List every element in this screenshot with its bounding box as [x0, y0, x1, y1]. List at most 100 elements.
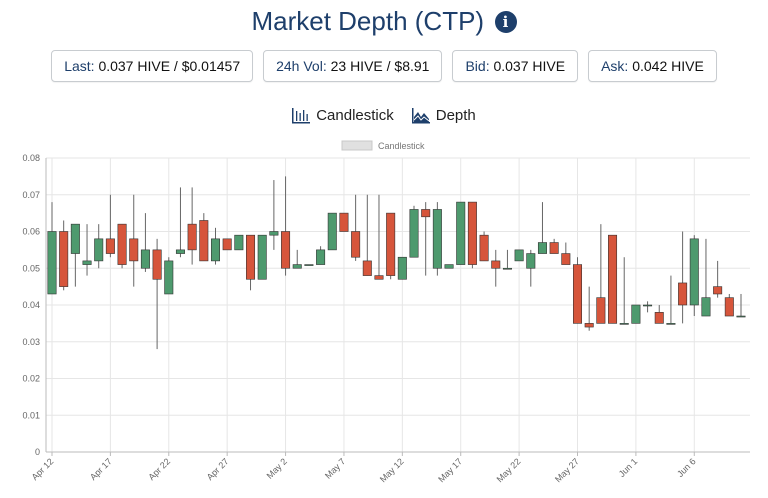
candles: [47, 176, 746, 350]
candle-body: [386, 212, 396, 276]
x-tick-label: Apr 27: [205, 456, 231, 482]
x-axis: Apr 12 Apr 17 Apr 22 Apr 27 May 2 May 7 May 12…: [30, 451, 750, 484]
candle-body: [514, 249, 524, 262]
candle-body: [549, 242, 559, 254]
candle-body: [199, 220, 209, 262]
x-tick-label: May 22: [495, 456, 523, 484]
candle-body: [596, 297, 606, 324]
info-circle-icon[interactable]: i: [494, 10, 517, 33]
candle-body: [339, 212, 349, 232]
candle-body: [701, 297, 711, 317]
candle-body: [502, 267, 512, 270]
candle-body: [234, 234, 244, 251]
candle-body: [678, 282, 688, 306]
candle-body: [304, 264, 314, 266]
candle-body: [257, 234, 267, 280]
candle-body: [105, 238, 115, 254]
y-tick-label: 0.08: [22, 153, 40, 163]
candle-body: [561, 253, 571, 265]
candle-body: [117, 223, 127, 265]
page-title: Market Depth (CTP): [251, 6, 485, 36]
candle-body: [175, 249, 185, 254]
y-tick-label: 0.06: [22, 227, 40, 237]
candle-body: [59, 231, 69, 287]
candle-body: [281, 231, 291, 269]
candle-body: [374, 275, 384, 280]
y-tick-label: 0.07: [22, 190, 40, 200]
legend-label: Candlestick: [378, 141, 425, 151]
candle-body: [666, 323, 676, 325]
candle-body: [409, 209, 419, 258]
x-tick-label: Jun 6: [675, 456, 698, 479]
candle-body: [584, 323, 594, 328]
stat-last: Last: 0.037 HIVE / $0.01457: [51, 50, 254, 82]
candle-body: [526, 253, 536, 269]
candle-body: [164, 260, 174, 295]
stat-ask: Ask: 0.042 HIVE: [588, 50, 717, 82]
candle-body: [397, 256, 407, 280]
candle-body: [479, 234, 489, 262]
x-tick-label: Apr 22: [146, 456, 172, 482]
candle-body: [292, 264, 302, 269]
y-tick-label: 0.03: [22, 337, 40, 347]
y-tick-label: 0.05: [22, 263, 40, 273]
stat-volume-value: 23 HIVE / $8.91: [330, 58, 430, 74]
x-tick-label: May 2: [265, 456, 289, 480]
candle-body: [351, 231, 361, 258]
title-row: Market Depth (CTP) i: [0, 6, 768, 37]
stat-last-value: 0.037 HIVE / $0.01457: [98, 58, 241, 74]
tab-depth[interactable]: Depth: [411, 107, 476, 124]
candle-body: [129, 238, 139, 262]
candle-body: [432, 209, 442, 269]
candle-body: [269, 231, 279, 236]
stat-last-label: Last:: [64, 58, 95, 74]
candlestick-chart-icon: [292, 107, 311, 123]
tab-candlestick[interactable]: Candlestick: [292, 107, 394, 124]
candle-body: [467, 201, 477, 265]
stat-ask-value: 0.042 HIVE: [632, 58, 704, 74]
candle-body: [608, 234, 618, 324]
y-tick-label: 0.04: [22, 300, 40, 310]
candle-body: [572, 264, 583, 324]
candle-body: [316, 249, 326, 265]
candle-body: [444, 264, 454, 269]
stat-24h-volume: 24h Vol: 23 HIVE / $8.91: [263, 50, 443, 82]
tab-depth-label: Depth: [435, 107, 476, 124]
candle-body: [619, 323, 629, 325]
candle-body: [94, 238, 104, 262]
candle-body: [491, 260, 501, 269]
tab-candlestick-label: Candlestick: [316, 107, 394, 124]
x-tick-label: May 12: [378, 456, 406, 484]
y-tick-label: 0: [35, 447, 40, 457]
stat-bid: Bid: 0.037 HIVE: [452, 50, 579, 82]
x-tick-label: May 27: [553, 456, 581, 484]
chart-legend[interactable]: Candlestick: [341, 140, 425, 151]
depth-chart-icon: [411, 107, 430, 123]
candle-body: [222, 238, 232, 251]
candle-body: [47, 231, 57, 295]
candle-body: [643, 304, 653, 307]
x-tick-label: May 17: [436, 456, 464, 484]
candle-body: [456, 201, 466, 265]
candle-body: [689, 238, 699, 306]
stat-bid-label: Bid:: [465, 58, 490, 74]
candle-body: [152, 249, 162, 280]
candle-body: [362, 260, 372, 276]
candle-body: [82, 260, 92, 265]
y-axis: 0 0.01 0.02 0.03 0.04 0.05 0.06 0.07 0.08: [22, 153, 47, 457]
x-tick-label: Jun 1: [617, 456, 640, 479]
y-tick-label: 0.02: [22, 374, 40, 384]
candle-body: [537, 242, 547, 254]
candle-body: [724, 297, 734, 317]
candle-body: [713, 286, 723, 295]
chart-tabs: Candlestick Depth: [0, 107, 768, 124]
candle-body: [327, 212, 337, 251]
candle-body: [654, 312, 664, 324]
stat-volume-label: 24h Vol:: [276, 58, 327, 74]
stat-ask-label: Ask:: [601, 58, 629, 74]
y-tick-label: 0.01: [22, 410, 40, 420]
candle-body: [246, 234, 256, 280]
stats-bar: Last: 0.037 HIVE / $0.01457 24h Vol: 23 …: [0, 50, 768, 82]
candle-body: [210, 238, 220, 262]
candle-body: [70, 223, 80, 254]
